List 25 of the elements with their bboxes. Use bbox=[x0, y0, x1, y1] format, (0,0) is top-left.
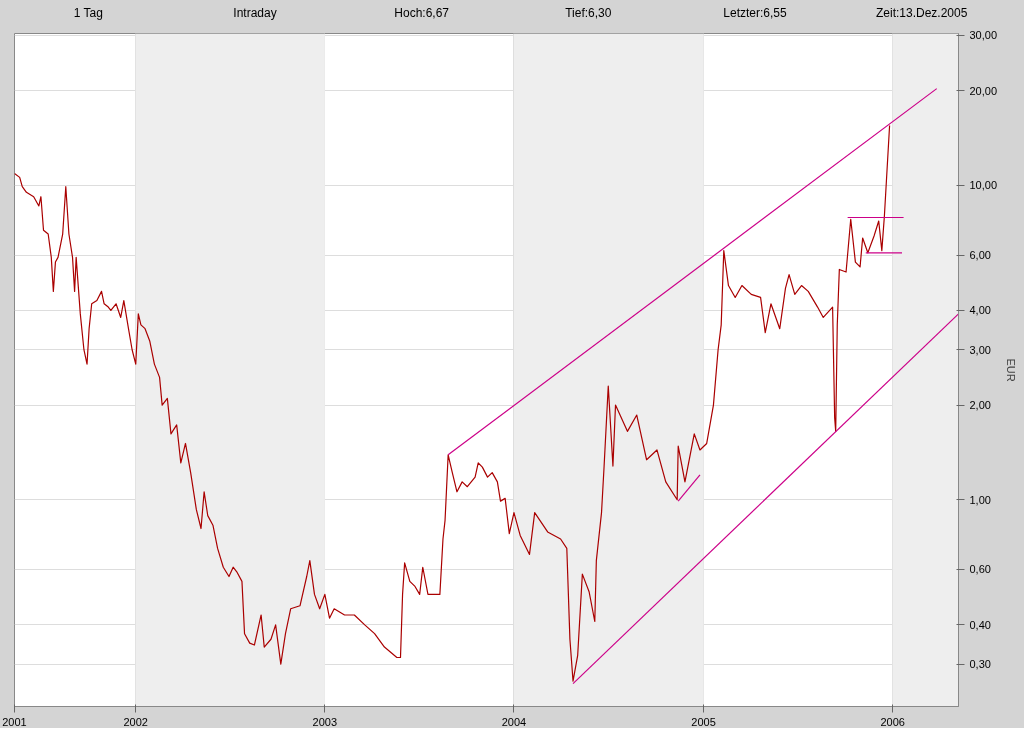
text: Hoch:6,67 bbox=[393, 5, 451, 22]
x-tick-label: 2001 bbox=[2, 715, 27, 728]
y-tick-label: 4,00 bbox=[969, 304, 991, 317]
text: Letzter:6,55 bbox=[722, 5, 788, 22]
y-tick-label: 6,00 bbox=[969, 249, 991, 262]
text: Tief:6,30 bbox=[564, 5, 613, 22]
y-tick-label: 0,30 bbox=[969, 658, 991, 671]
line-series bbox=[14, 124, 891, 682]
x-tick-label: 2004 bbox=[501, 715, 527, 728]
y-tick-label: 30,00 bbox=[969, 29, 998, 42]
y-tick-label: 20,00 bbox=[969, 84, 998, 97]
text: 1 Tag bbox=[72, 5, 104, 22]
x-tick-label: 2003 bbox=[312, 715, 338, 728]
x-tick-label: 2005 bbox=[691, 715, 716, 728]
text: Zeit:13.Dez.2005 bbox=[875, 5, 969, 22]
y-tick-label: 0,60 bbox=[969, 563, 991, 576]
y-tick-label: 10,00 bbox=[969, 179, 998, 192]
x-tick-label: 2006 bbox=[880, 715, 905, 728]
x-tick-label: 2002 bbox=[123, 715, 148, 728]
y-axis-title: EUR bbox=[1005, 358, 1018, 382]
y-tick-label: 1,00 bbox=[969, 493, 991, 506]
text: Intraday bbox=[232, 5, 278, 22]
y-tick-label: 3,00 bbox=[969, 343, 991, 356]
y-tick-label: 2,00 bbox=[969, 399, 991, 412]
y-tick-label: 0,40 bbox=[969, 618, 991, 631]
